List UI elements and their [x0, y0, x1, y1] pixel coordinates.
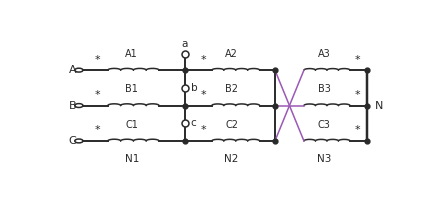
Text: *: *: [355, 90, 360, 100]
Text: *: *: [355, 125, 360, 135]
Text: N2: N2: [224, 154, 239, 164]
Text: *: *: [95, 55, 100, 65]
Text: N1: N1: [125, 154, 139, 164]
Text: A: A: [69, 65, 76, 75]
Text: b: b: [191, 83, 198, 93]
Text: *: *: [355, 55, 360, 65]
Text: c: c: [191, 118, 197, 128]
Text: C: C: [69, 136, 77, 146]
Text: N: N: [374, 101, 383, 111]
Text: N3: N3: [317, 154, 332, 164]
Text: *: *: [95, 125, 100, 135]
Text: B2: B2: [225, 84, 238, 94]
Text: A1: A1: [125, 49, 138, 59]
Text: C1: C1: [125, 120, 138, 130]
Text: C3: C3: [318, 120, 331, 130]
Text: *: *: [201, 55, 206, 65]
Text: a: a: [181, 39, 188, 48]
Text: *: *: [201, 125, 206, 135]
Text: C2: C2: [225, 120, 238, 130]
Text: A3: A3: [318, 49, 331, 59]
Text: *: *: [95, 90, 100, 100]
Text: B3: B3: [318, 84, 331, 94]
Text: B1: B1: [125, 84, 138, 94]
Text: *: *: [201, 90, 206, 100]
Text: B: B: [69, 101, 76, 111]
Text: A2: A2: [225, 49, 238, 59]
